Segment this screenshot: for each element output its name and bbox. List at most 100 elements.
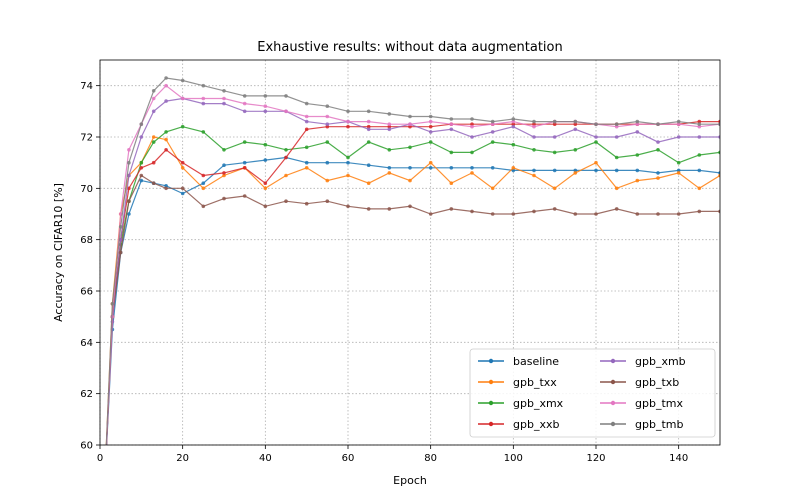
data-point xyxy=(490,140,495,144)
x-tick-label: 60 xyxy=(342,453,355,464)
legend-item-gpb_txx: gpb_txx xyxy=(478,376,557,389)
data-point xyxy=(676,171,681,175)
data-point xyxy=(180,191,185,196)
data-point xyxy=(635,178,640,183)
data-point xyxy=(656,171,660,175)
data-point xyxy=(470,166,474,170)
data-point xyxy=(408,124,412,129)
data-point xyxy=(408,122,412,126)
data-point xyxy=(242,160,247,165)
data-point xyxy=(242,109,247,114)
data-point xyxy=(118,212,123,216)
y-axis-title: Accuracy on CIFAR10 [%] xyxy=(52,183,65,322)
data-point xyxy=(511,166,516,170)
data-point xyxy=(387,207,392,211)
data-point xyxy=(222,171,226,175)
data-point xyxy=(573,148,578,152)
y-tick-label: 66 xyxy=(80,287,93,298)
data-point xyxy=(263,142,268,147)
data-point xyxy=(511,124,516,129)
data-point xyxy=(346,204,350,209)
x-tick-label: 120 xyxy=(586,453,605,464)
data-point xyxy=(490,186,495,191)
data-point xyxy=(304,201,309,206)
x-tick-label: 20 xyxy=(176,453,189,464)
data-point xyxy=(263,186,268,191)
data-point xyxy=(366,124,371,129)
data-point xyxy=(552,168,557,173)
legend-marker xyxy=(610,379,616,385)
series-line-gpb_txb xyxy=(105,174,720,445)
data-point xyxy=(594,122,598,126)
data-point xyxy=(151,89,156,93)
legend-label: gpb_xmx xyxy=(513,397,564,410)
data-point xyxy=(490,130,495,134)
x-tick-label: 100 xyxy=(504,453,523,464)
data-point xyxy=(614,155,619,160)
data-point xyxy=(304,145,309,150)
data-point xyxy=(164,186,168,191)
data-point xyxy=(118,250,123,255)
data-point xyxy=(490,122,495,126)
data-point xyxy=(573,171,578,175)
data-point xyxy=(697,186,702,191)
data-point xyxy=(180,186,185,191)
data-point xyxy=(201,186,206,191)
data-point xyxy=(151,135,156,139)
data-point xyxy=(676,160,681,165)
data-point xyxy=(532,173,536,178)
series-line-gpb_xmx xyxy=(105,126,720,445)
data-point xyxy=(614,122,619,126)
data-point xyxy=(697,209,702,214)
data-point xyxy=(511,212,516,216)
data-point xyxy=(139,178,144,183)
data-point xyxy=(346,173,350,178)
data-point xyxy=(366,109,371,114)
data-point xyxy=(263,104,268,108)
legend-label: baseline xyxy=(513,355,559,368)
legend-label: gpb_tmb xyxy=(635,418,683,431)
data-point xyxy=(201,204,206,209)
y-tick-label: 74 xyxy=(80,81,93,92)
series-gpb_tmb xyxy=(105,76,720,445)
data-point xyxy=(697,153,702,157)
data-point xyxy=(164,137,168,142)
data-point xyxy=(594,135,598,139)
data-point xyxy=(697,124,702,129)
series-line-gpb_txx xyxy=(105,136,720,445)
data-point xyxy=(470,122,474,126)
series-line-gpb_xmb xyxy=(105,97,720,445)
data-point xyxy=(222,163,226,167)
y-tick-label: 70 xyxy=(80,184,93,195)
data-point xyxy=(428,114,433,119)
data-point xyxy=(164,76,168,80)
legend: baseline gpb_txx gpb_xmx gpb_xxb gpb_xmb gpb_… xyxy=(469,348,716,438)
data-point xyxy=(428,212,433,216)
data-point xyxy=(676,168,681,173)
legend-label: gpb_xmb xyxy=(635,355,686,368)
data-point xyxy=(635,122,640,126)
data-point xyxy=(139,122,144,126)
data-point xyxy=(532,209,536,214)
data-point xyxy=(718,209,720,214)
data-point xyxy=(552,150,557,155)
legend-marker xyxy=(488,400,494,406)
data-point xyxy=(408,145,412,150)
data-point xyxy=(263,181,268,185)
legend-marker xyxy=(488,379,494,385)
data-point xyxy=(635,153,640,157)
data-point xyxy=(594,140,598,144)
data-point xyxy=(449,122,454,126)
data-point xyxy=(325,114,330,119)
data-point xyxy=(346,109,350,114)
y-tick-label: 62 xyxy=(80,389,93,400)
data-point xyxy=(164,148,168,152)
data-point xyxy=(127,160,131,165)
data-point xyxy=(532,135,536,139)
data-point xyxy=(470,124,474,129)
legend-marker xyxy=(488,358,494,364)
data-point xyxy=(408,114,412,119)
data-point xyxy=(325,160,330,165)
data-point xyxy=(697,135,702,139)
